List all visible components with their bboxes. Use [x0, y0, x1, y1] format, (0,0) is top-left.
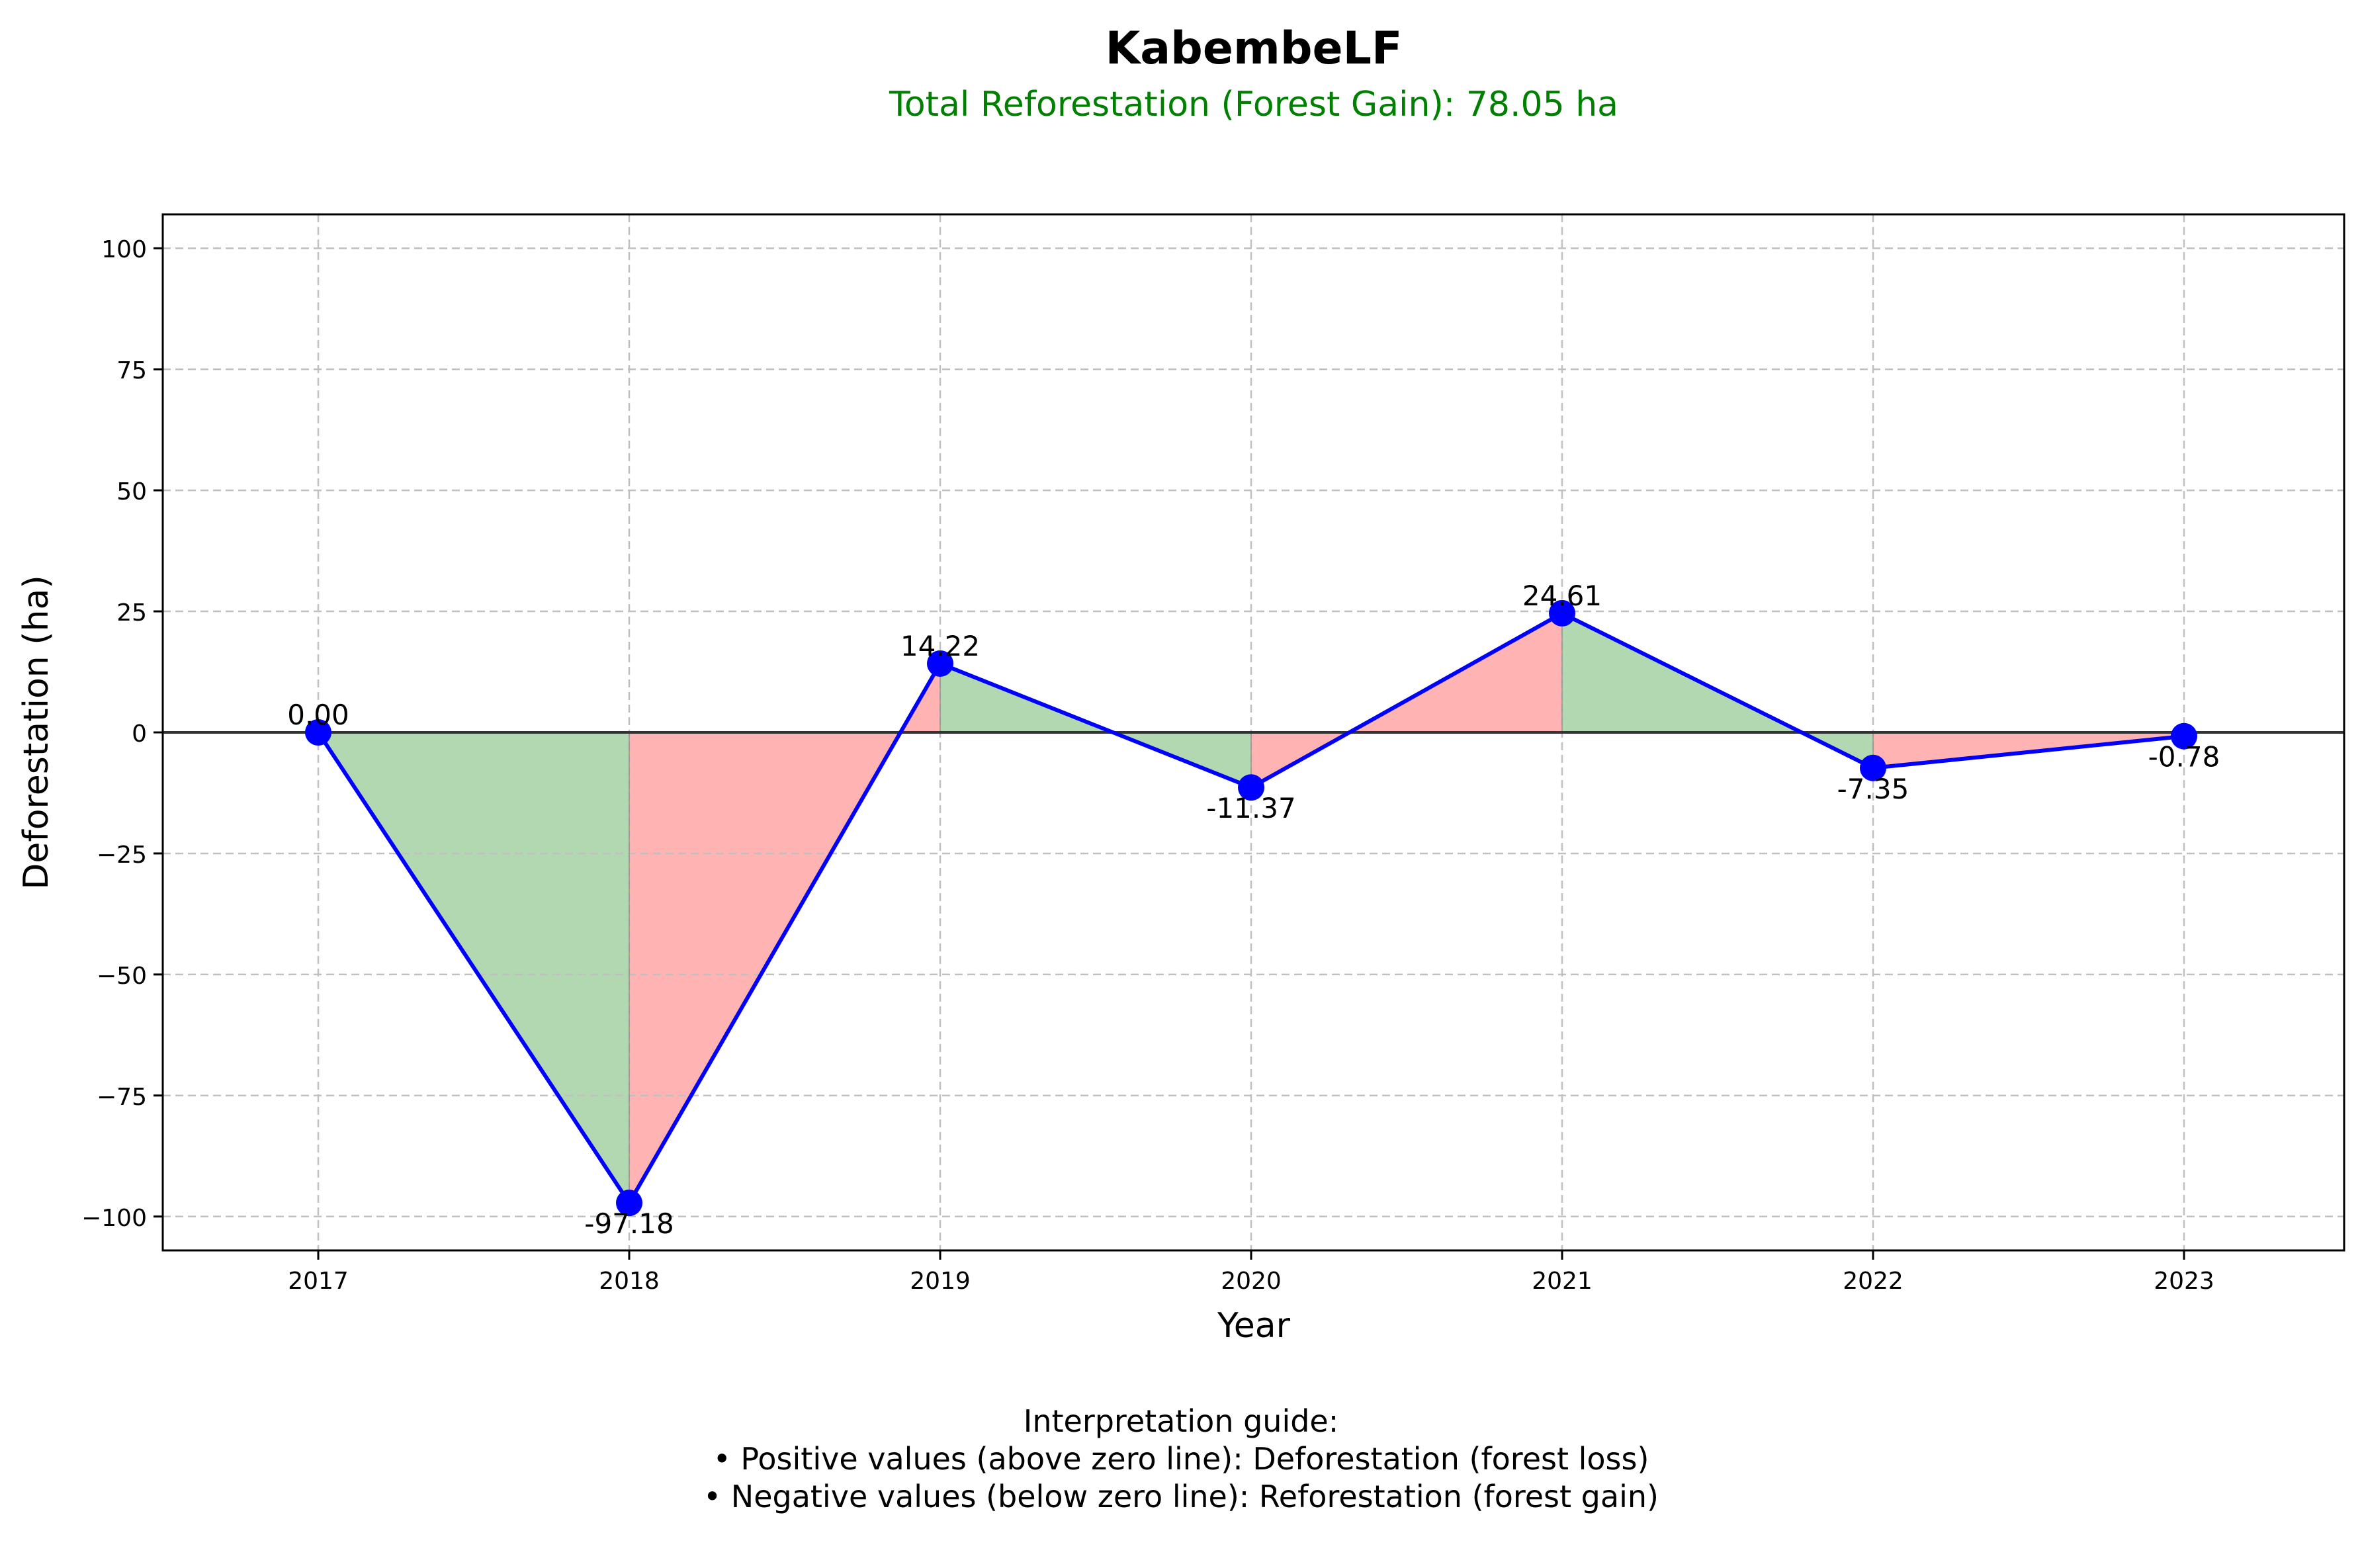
- data-point-2022: [1860, 754, 1886, 781]
- y-tick-label: 25: [116, 599, 147, 627]
- x-tick-label: 2021: [1532, 1268, 1593, 1295]
- data-label-2017: 0.00: [287, 699, 349, 731]
- guide-line-negative: • Negative values (below zero line): Ref…: [703, 1479, 1659, 1514]
- x-axis-ticks: 2017 2018 2019 2020 2021 2022 2023: [288, 1250, 2214, 1295]
- x-tick-label: 2022: [1843, 1268, 1903, 1295]
- y-tick-label: 75: [116, 357, 147, 384]
- data-point-2020: [1238, 774, 1264, 801]
- data-label-2021: 24.61: [1522, 580, 1602, 612]
- data-label-2018: -97.18: [584, 1207, 674, 1240]
- x-tick-label: 2020: [1221, 1268, 1282, 1295]
- y-tick-label: −50: [97, 963, 147, 990]
- data-label-2020: -11.37: [1206, 792, 1295, 824]
- data-point-2017: [305, 719, 331, 746]
- guide-heading: Interpretation guide:: [1023, 1403, 1339, 1439]
- chart-title: KabembeLF: [1106, 22, 1403, 75]
- x-tick-label: 2019: [910, 1268, 971, 1295]
- x-axis-label: Year: [1217, 1306, 1291, 1346]
- data-label-2023: -0.78: [2148, 741, 2220, 773]
- data-point-2021: [1549, 599, 1575, 627]
- y-tick-label: 50: [116, 478, 147, 505]
- guide-line-positive: • Positive values (above zero line): Def…: [713, 1441, 1649, 1477]
- data-labels: 0.00 -97.18 14.22 -11.37 24.61 -7.35 -0.78: [287, 580, 2220, 1240]
- y-tick-label: 0: [132, 720, 147, 748]
- y-tick-label: −25: [97, 842, 147, 869]
- data-markers: [305, 599, 2197, 1217]
- x-tick-label: 2017: [288, 1268, 349, 1295]
- y-axis-ticks: 100 75 50 25 0 −25 −50 −75 −100: [81, 236, 163, 1232]
- data-label-2022: -7.35: [1837, 773, 1909, 805]
- y-tick-label: −100: [81, 1205, 147, 1232]
- y-tick-label: −75: [97, 1084, 147, 1111]
- data-label-2019: 14.22: [900, 630, 980, 662]
- y-tick-label: 100: [101, 236, 147, 263]
- data-point-2023: [2171, 722, 2197, 750]
- x-tick-label: 2018: [599, 1268, 660, 1295]
- x-tick-label: 2023: [2154, 1268, 2214, 1295]
- data-point-2018: [616, 1190, 642, 1217]
- chart-subtitle: Total Reforestation (Forest Gain): 78.05…: [889, 85, 1618, 124]
- y-axis-label: Deforestation (ha): [17, 575, 56, 889]
- data-point-2019: [927, 650, 953, 677]
